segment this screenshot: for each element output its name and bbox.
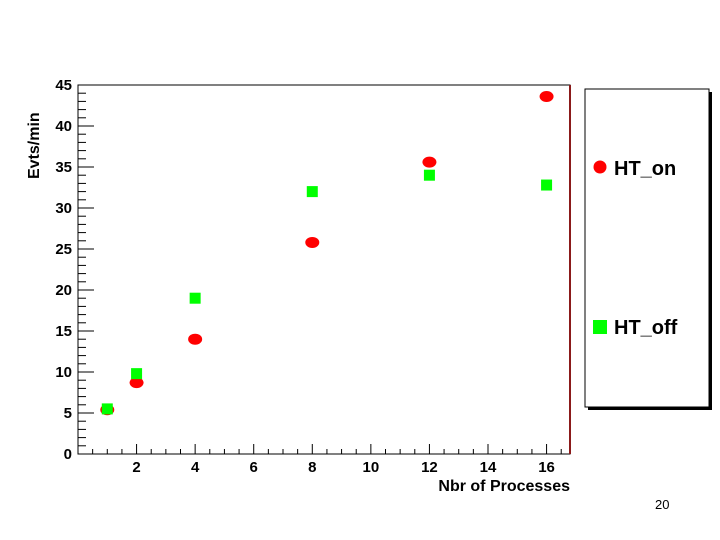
point-ht-on	[422, 156, 437, 168]
point-ht-off	[541, 179, 553, 191]
point-ht-off	[306, 186, 318, 198]
x-tick-label: 14	[480, 459, 497, 476]
legend-label-ht-on: HT_on	[614, 158, 676, 180]
y-tick-label: 45	[55, 77, 72, 94]
x-axis-title: Nbr of Processes	[438, 478, 570, 495]
point-ht-off	[189, 292, 201, 304]
y-tick-label: 10	[55, 364, 72, 381]
x-tick-label: 2	[132, 459, 140, 476]
point-ht-on	[539, 90, 554, 102]
point-ht-off	[423, 169, 435, 181]
point-ht-off	[131, 368, 143, 380]
x-tick-label: 12	[421, 459, 438, 476]
y-tick-label: 40	[55, 118, 72, 135]
legend-box	[584, 88, 710, 408]
legend: HT_on HT_off	[584, 88, 712, 410]
y-tick-label: 30	[55, 200, 72, 217]
page-number: 20	[655, 497, 670, 512]
y-tick-label: 35	[55, 159, 72, 176]
x-tick-label: 10	[363, 459, 380, 476]
x-tick-label: 16	[538, 459, 555, 476]
point-ht-on	[305, 236, 320, 248]
point-ht-on	[129, 377, 144, 389]
x-tick-label: 6	[250, 459, 258, 476]
legend-label-ht-off: HT_off	[614, 317, 678, 339]
point-ht-on	[188, 333, 203, 345]
point-ht-off	[101, 403, 113, 415]
legend-marker-ht-off	[593, 320, 607, 334]
legend-marker-ht-on	[593, 160, 607, 174]
y-tick-label: 15	[55, 323, 72, 340]
plot-frame	[77, 84, 571, 455]
y-tick-label: 25	[55, 241, 72, 258]
y-tick-label: 20	[55, 282, 72, 299]
x-tick-label: 4	[191, 459, 200, 476]
y-axis-title: Evts/min	[26, 112, 43, 179]
x-tick-label: 8	[308, 459, 316, 476]
y-tick-label: 0	[64, 446, 72, 463]
y-tick-label: 5	[64, 405, 72, 422]
